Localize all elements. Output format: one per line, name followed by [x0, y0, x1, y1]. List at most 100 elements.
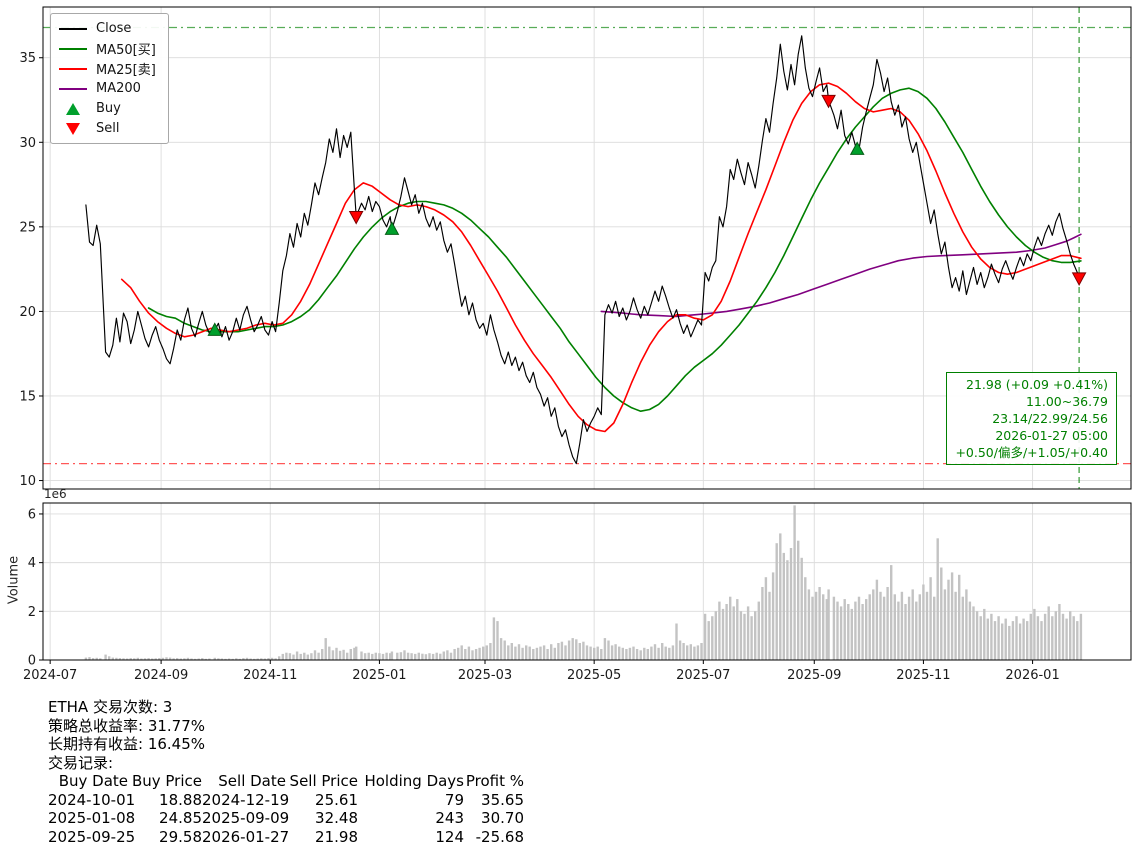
volume-bar [553, 647, 556, 660]
price-ytick-label: 25 [19, 220, 36, 235]
volume-bar [839, 606, 843, 660]
buy-marker [384, 221, 400, 235]
volume-bar [997, 616, 1000, 660]
volume-bar [618, 646, 621, 660]
volume-bar [151, 658, 154, 660]
volume-bar [267, 658, 270, 660]
volume-bar [197, 658, 200, 660]
volume-bar [253, 658, 256, 660]
volume-bar [832, 596, 836, 660]
volume-bar [664, 646, 667, 660]
volume-bar [435, 652, 438, 660]
volume-bar [122, 658, 125, 660]
col-header-buy-price: Buy Price [131, 772, 202, 790]
close-line-swatch [59, 27, 87, 30]
volume-bar [421, 653, 424, 660]
volume-bar [764, 577, 768, 660]
price-ytick-label: 30 [19, 136, 36, 151]
volume-bar [746, 606, 750, 660]
volume-bar [1061, 613, 1065, 660]
price-info-box: 21.98 (+0.09 +0.41%) 11.00~36.79 23.14/2… [946, 372, 1117, 465]
volume-bar [800, 557, 803, 660]
volume-bar [104, 654, 107, 660]
volume-bar [313, 650, 317, 660]
volume-bar [111, 657, 114, 660]
volume-bar [108, 656, 111, 660]
sell-triangle-icon [66, 122, 80, 135]
col-header-holding-days: Holding Days [364, 772, 464, 790]
volume-bar [285, 652, 288, 660]
trade-cell: 2024-10-01 [48, 790, 136, 809]
volume-bar [193, 658, 197, 660]
trade-count-line: ETHA 交易次数: 3 [48, 698, 173, 716]
volume-bar [707, 621, 710, 660]
volume-bar [1001, 623, 1004, 660]
volume-bar [718, 601, 721, 660]
volume-bar [331, 650, 335, 660]
volume-bar [693, 646, 696, 660]
volume-bar [270, 657, 274, 660]
volume-bar [632, 646, 635, 660]
volume-bar [1022, 618, 1025, 660]
volume-bar [768, 591, 771, 660]
price-ytick-label: 35 [19, 51, 36, 66]
volume-bar [1011, 621, 1015, 660]
volume-bar [165, 657, 168, 660]
volume-scale-label: 1e6 [44, 487, 67, 501]
volume-bar [682, 643, 685, 660]
volume-bar [557, 643, 560, 660]
volume-bar [474, 649, 478, 660]
x-tick-label: 2025-11 [896, 668, 950, 683]
volume-bar [925, 591, 929, 660]
ma25-line [120, 82, 1082, 433]
volume-bar [825, 599, 828, 660]
volume-bar [886, 587, 889, 660]
volume-bar [403, 650, 406, 660]
volume-ytick-label: 0 [28, 654, 36, 669]
volume-bar [424, 654, 428, 660]
price-ytick-label: 20 [19, 305, 36, 320]
volume-bar [732, 606, 735, 660]
volume-bar [399, 652, 403, 660]
volume-bar [703, 613, 707, 660]
volume-bar [467, 646, 471, 660]
x-tick-label: 2024-11 [243, 668, 297, 683]
volume-bar [668, 647, 671, 660]
sell-marker [1071, 272, 1087, 286]
x-tick-label: 2025-03 [458, 668, 512, 683]
col-header-buy-date: Buy Date [58, 772, 128, 790]
volume-bar [546, 649, 549, 660]
buy-triangle-icon [66, 102, 80, 115]
volume-bar [528, 646, 531, 660]
volume-bar [378, 653, 381, 660]
volume-bar [321, 649, 324, 660]
volume-bar [349, 649, 352, 660]
volume-bar [585, 645, 589, 660]
volume-bar [650, 646, 653, 660]
volume-bar [564, 645, 567, 660]
volume-bar [535, 647, 539, 660]
volume-bar [575, 639, 578, 660]
volume-bar [492, 617, 496, 660]
volume-bar [1015, 616, 1018, 660]
x-tick-label: 2024-07 [23, 668, 77, 683]
volume-bar [115, 657, 118, 660]
col-header-profit: Profit % [465, 772, 524, 790]
volume-bar [514, 646, 517, 660]
volume-bar [532, 649, 535, 660]
x-tick-label: 2026-01 [1005, 668, 1059, 683]
volume-bar [607, 640, 610, 660]
volume-bar [176, 658, 179, 660]
sell-marker [348, 211, 364, 225]
volume-bar [224, 658, 227, 660]
legend-label: Sell [96, 121, 120, 136]
volume-bar [646, 649, 649, 660]
volume-bar [95, 657, 98, 660]
trade-cell: -25.68 [475, 827, 524, 846]
x-tick-label: 2025-05 [567, 668, 621, 683]
volume-bar [249, 658, 252, 660]
volume-bar [1004, 618, 1007, 660]
volume-bar [446, 650, 449, 660]
volume-ytick-label: 6 [28, 507, 36, 522]
volume-bar [789, 548, 793, 660]
